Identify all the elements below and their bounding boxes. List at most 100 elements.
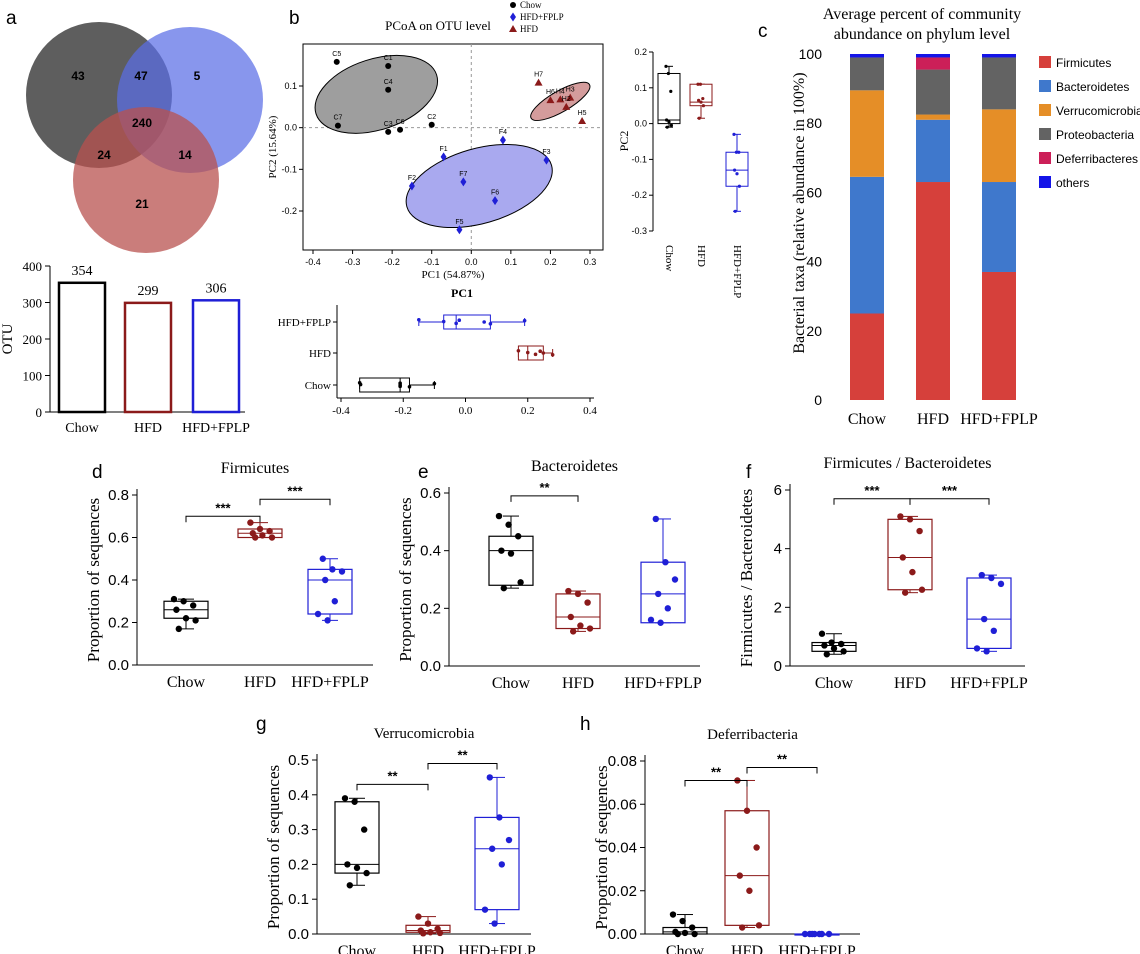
pc2-point bbox=[697, 116, 701, 120]
pcoa-ellipse-chow bbox=[314, 54, 439, 134]
g-h-point bbox=[811, 930, 818, 938]
g-h-point bbox=[679, 917, 686, 925]
pcoa-point-label: F2 bbox=[408, 175, 416, 182]
g-g-point bbox=[491, 920, 498, 927]
otu-value-label: 354 bbox=[72, 264, 93, 279]
pc2-x-tick-label: Chow bbox=[663, 245, 675, 271]
g-g-y-axis-label: Proportion of sequences bbox=[264, 765, 283, 929]
g-d-y-axis-label: Proportion of sequences bbox=[84, 498, 103, 662]
pc1-box-1 bbox=[517, 345, 544, 361]
pc1-point bbox=[398, 383, 402, 387]
otu-bar-0 bbox=[57, 281, 107, 414]
g-f-x-tick-label: Chow bbox=[815, 675, 854, 692]
g-h-x-tick-label: HFD bbox=[731, 943, 763, 954]
pcoa-point bbox=[334, 122, 341, 129]
g-e-point bbox=[584, 599, 591, 606]
stack-legend-swatch bbox=[1039, 80, 1051, 92]
g-d-point bbox=[175, 625, 182, 633]
pc1-x-tick-label: -0.2 bbox=[395, 405, 412, 417]
g-d-sig-label: *** bbox=[287, 483, 303, 498]
g-g-y-tick-label: 0.0 bbox=[288, 926, 309, 943]
g-e-x-tick-label: Chow bbox=[492, 675, 531, 692]
g-e-point bbox=[586, 625, 594, 632]
pcoa-x-tick-label: 0.3 bbox=[584, 257, 597, 267]
pc2-y-tick-label: -0.2 bbox=[631, 190, 647, 200]
g-f-point bbox=[838, 640, 845, 648]
stack-y-tick-label: 0 bbox=[814, 392, 822, 408]
pcoa-x-tick-label: 0.0 bbox=[465, 257, 478, 267]
g-h-point bbox=[801, 930, 809, 938]
pc1-x-tick-label: 0.2 bbox=[521, 405, 535, 417]
otu-y-tick-label: 300 bbox=[23, 296, 43, 311]
g-f-point bbox=[909, 568, 916, 576]
g-d-x-tick-label: HFD+FPLP bbox=[291, 674, 369, 691]
g-f-sig-bracket bbox=[909, 498, 990, 505]
pc1-point bbox=[407, 385, 412, 389]
g-g-point bbox=[496, 814, 503, 821]
stack-legend-label: Bacteroidetes bbox=[1056, 80, 1129, 94]
pc1-point bbox=[488, 322, 493, 326]
g-e-point bbox=[647, 616, 655, 624]
g-e-sig-label: ** bbox=[539, 480, 550, 495]
g-d-box-2 bbox=[307, 568, 353, 615]
venn-region-fplp-only: 5 bbox=[194, 69, 201, 83]
g-h-sig-bracket bbox=[746, 766, 818, 774]
stack-segment-deferribacteres bbox=[916, 57, 950, 70]
g-f-point bbox=[997, 580, 1005, 588]
otu-y-tick-label: 0 bbox=[36, 405, 43, 420]
otu-bar-1 bbox=[123, 301, 173, 414]
panel-label-f: f bbox=[746, 462, 752, 483]
pcoa-point-label: H5 bbox=[578, 110, 587, 117]
g-e-point bbox=[652, 515, 659, 523]
g-e-point bbox=[505, 521, 512, 528]
g-g-sig-label: ** bbox=[457, 747, 468, 762]
stack-segment-firmicutes bbox=[916, 182, 950, 400]
pc2-point bbox=[667, 120, 671, 124]
g-g-point bbox=[427, 929, 434, 936]
panel-label-e: e bbox=[418, 462, 429, 483]
g-f-point bbox=[823, 651, 830, 658]
g-d-point bbox=[266, 527, 273, 535]
pcoa-point bbox=[397, 126, 404, 133]
g-h-sig-bracket bbox=[684, 779, 748, 787]
g-e-point bbox=[507, 550, 515, 557]
g-g-y-tick-label: 0.4 bbox=[288, 787, 309, 804]
pc1-point bbox=[550, 353, 555, 357]
g-e-point bbox=[655, 590, 662, 598]
g-d-point bbox=[338, 568, 346, 575]
pcoa-point bbox=[385, 86, 392, 93]
venn-region-hfd-fplp: 14 bbox=[178, 148, 192, 162]
g-h-point bbox=[681, 929, 689, 937]
panel-label-b: b bbox=[289, 8, 300, 29]
g-g-sig-bracket bbox=[427, 762, 498, 770]
g-d-point bbox=[173, 606, 180, 613]
g-e-point bbox=[498, 547, 505, 554]
pcoa-point-label: F6 bbox=[491, 190, 499, 197]
stack-segment-proteobacteria bbox=[982, 57, 1016, 110]
pcoa-point bbox=[510, 12, 516, 22]
pc2-point bbox=[701, 96, 705, 101]
pc2-point bbox=[666, 71, 671, 76]
deferribacteria-boxplot: 0.00 0.02 0.04 0.06 0.08 Chow HFD HFD+FPLP Defer… bbox=[592, 727, 860, 954]
g-h-y-tick-label: 0.08 bbox=[608, 753, 637, 770]
g-g-point bbox=[436, 929, 444, 937]
firmicutes-boxplot: 0.0 0.2 0.4 0.6 0.8 Chow HFD HFD+FPLP Firmicutes… bbox=[84, 460, 373, 691]
g-d-point bbox=[247, 519, 254, 526]
g-d-point bbox=[268, 534, 276, 541]
g-e-point bbox=[657, 619, 664, 626]
g-h-y-tick-label: 0.00 bbox=[608, 926, 637, 943]
pcoa-point-label: F1 bbox=[439, 146, 447, 153]
stack-legend-swatch bbox=[1039, 176, 1051, 188]
g-e-box-0 bbox=[488, 535, 534, 586]
g-d-title: Firmicutes bbox=[221, 460, 289, 477]
stack-x-tick-label: HFD bbox=[917, 411, 949, 428]
pc2-point bbox=[737, 184, 742, 188]
venn-region-chow-fplp: 47 bbox=[134, 69, 148, 83]
stack-title-line-2: abundance on phylum level bbox=[834, 26, 1011, 43]
stack-legend-label: others bbox=[1056, 176, 1089, 190]
g-f-x-tick-label: HFD bbox=[894, 675, 926, 692]
pc1-point bbox=[538, 349, 542, 354]
stack-segment-bacteroidetes bbox=[916, 119, 950, 183]
g-h-point bbox=[674, 930, 681, 938]
pcoa-x-tick-label: 0.1 bbox=[505, 257, 518, 267]
